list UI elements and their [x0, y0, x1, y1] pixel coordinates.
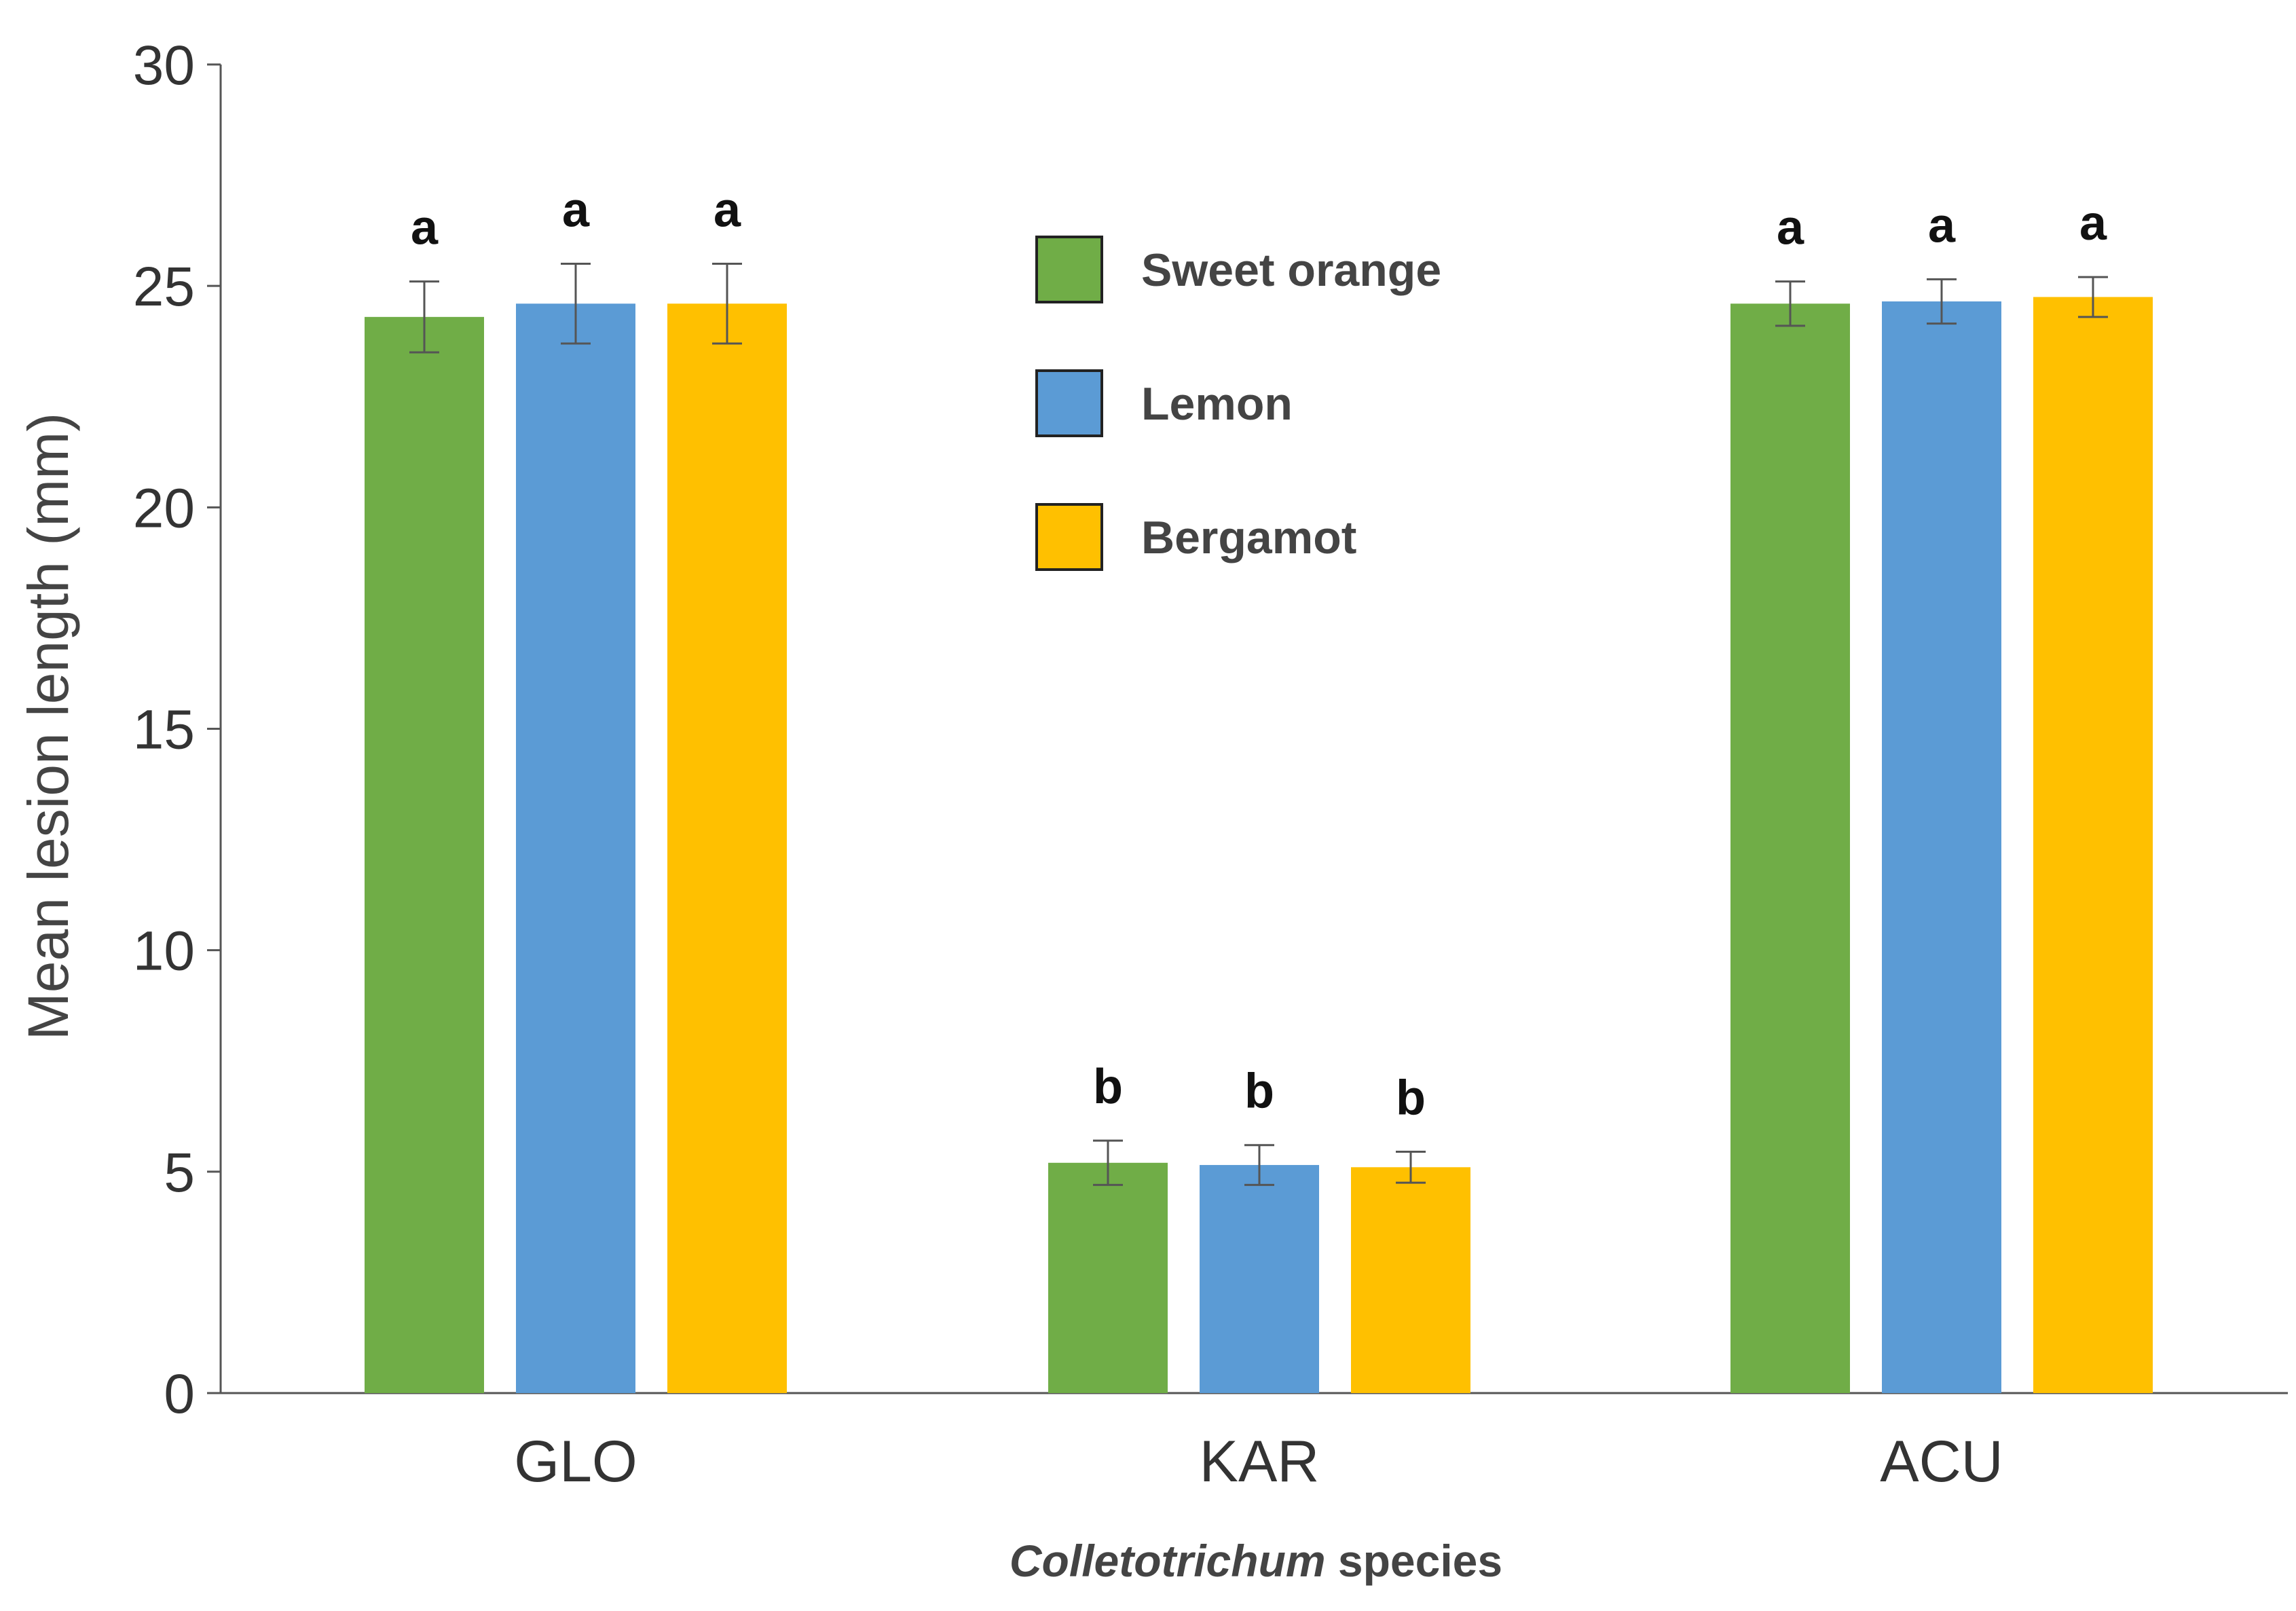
legend-label: Sweet orange	[1141, 244, 1441, 296]
significance-label: a	[714, 183, 741, 238]
x-axis-title-italic: Colletotrichum	[1010, 1536, 1326, 1586]
legend-label: Bergamot	[1141, 512, 1356, 563]
y-axis: 0 5 10 15 20 25 30	[133, 35, 222, 1425]
bar	[365, 316, 484, 1394]
significance-label: b	[1244, 1064, 1274, 1119]
x-tick-label: KAR	[1200, 1429, 1320, 1494]
x-axis: GLO KAR ACU	[221, 1392, 2288, 1494]
y-tick-label: 20	[133, 477, 195, 539]
x-axis-title: Colletotrichum species	[1010, 1536, 1502, 1586]
bars: a a a b b b a a a	[365, 183, 2153, 1394]
significance-label: a	[2079, 196, 2107, 251]
y-tick-label: 5	[164, 1142, 195, 1204]
bar	[1200, 1165, 1319, 1393]
y-tick-label: 15	[133, 699, 195, 761]
significance-label: a	[1928, 198, 1956, 253]
y-tick-label: 30	[133, 35, 195, 96]
significance-label: a	[411, 201, 439, 255]
legend-swatch	[1035, 236, 1103, 303]
significance-label: b	[1396, 1071, 1426, 1125]
x-tick-label: GLO	[514, 1429, 637, 1494]
y-tick-label: 25	[133, 256, 195, 318]
bar	[2033, 297, 2153, 1394]
bar	[516, 303, 635, 1393]
y-axis-title: Mean lesion length (mm)	[16, 413, 80, 1040]
bar	[667, 303, 787, 1393]
x-tick-label: ACU	[1880, 1429, 2003, 1494]
bar	[1882, 301, 2001, 1394]
legend: Sweet orange Lemon Bergamot	[1035, 236, 1441, 571]
y-tick-label: 10	[133, 921, 195, 982]
bar	[1048, 1162, 1168, 1393]
significance-label: a	[1777, 201, 1804, 255]
legend-label: Lemon	[1141, 378, 1293, 430]
x-axis-title-rest: species	[1326, 1536, 1503, 1586]
y-tick-label: 0	[164, 1363, 195, 1425]
bar	[1351, 1167, 1470, 1393]
legend-swatch	[1035, 369, 1103, 437]
significance-label: a	[562, 183, 590, 238]
significance-label: b	[1093, 1060, 1123, 1114]
legend-swatch	[1035, 503, 1103, 571]
bar	[1730, 303, 1850, 1393]
